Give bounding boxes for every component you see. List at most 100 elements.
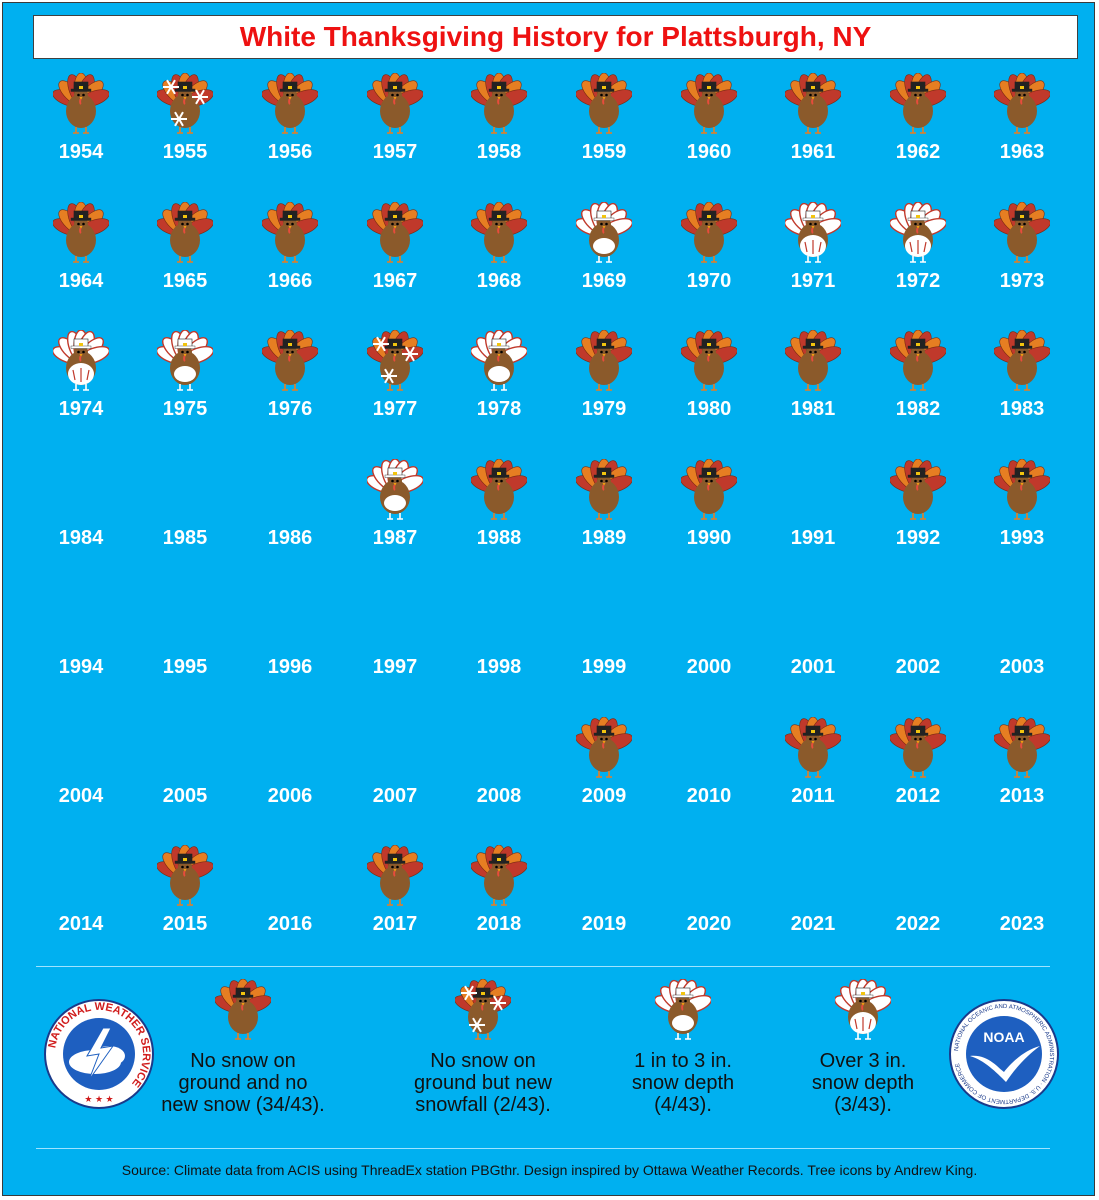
legend-label-line: snow depth <box>631 1072 735 1094</box>
year-cell: 2015 <box>133 844 237 974</box>
year-label: 1956 <box>267 141 313 163</box>
year-cell: 1994 <box>29 588 133 717</box>
year-label: 1980 <box>686 398 732 420</box>
year-label: 2014 <box>58 913 104 935</box>
year-cell: 1968 <box>447 201 551 331</box>
year-label: 1994 <box>58 656 104 678</box>
turkey-icon <box>680 329 738 394</box>
year-cell: 1990 <box>657 458 761 588</box>
turkey-icon <box>653 978 713 1043</box>
year-label: 1977 <box>372 398 418 420</box>
year-label: 2013 <box>999 785 1045 807</box>
year-cell: 1995 <box>133 588 237 717</box>
turkey-icon <box>261 329 319 394</box>
year-label: 2001 <box>790 656 836 678</box>
turkey-icon <box>784 716 842 781</box>
year-label: 2004 <box>58 785 104 807</box>
turkey-icon <box>889 458 947 523</box>
year-cell: 1991 <box>761 459 865 588</box>
year-label: 1955 <box>162 141 208 163</box>
turkey-icon <box>575 72 633 137</box>
year-cell: 1970 <box>657 201 761 331</box>
turkey-icon <box>470 72 528 137</box>
year-label: 2009 <box>581 785 627 807</box>
year-cell: 2023 <box>970 845 1074 974</box>
year-label: 1954 <box>58 141 104 163</box>
year-label: 1990 <box>686 527 732 549</box>
noaa-logo: NATIONAL OCEANIC AND ATMOSPHERIC ADMINIS… <box>948 998 1060 1110</box>
year-cell: 2000 <box>657 588 761 717</box>
year-label: 2021 <box>790 913 836 935</box>
year-label: 2015 <box>162 913 208 935</box>
year-label: 2003 <box>999 656 1045 678</box>
year-cell: 1974 <box>29 329 133 459</box>
legend-item-light: 1 in to 3 in. snow depth (4/43). <box>603 978 763 1119</box>
legend-divider-bottom <box>36 1148 1050 1149</box>
turkey-icon <box>52 201 110 266</box>
year-cell: 1984 <box>29 459 133 588</box>
turkey-icon <box>366 201 424 266</box>
nws-logo: NATIONAL WEATHER SERVICE ★ ★ ★ <box>43 998 155 1110</box>
year-label: 1995 <box>162 656 208 678</box>
turkey-icon <box>52 72 110 137</box>
legend-item-none: No snow on ground and no new snow (34/43). <box>153 978 333 1119</box>
year-cell: 2013 <box>970 716 1074 846</box>
year-label: 2020 <box>686 913 732 935</box>
turkey-icon <box>993 201 1051 266</box>
year-cell: 1955 <box>133 72 237 202</box>
turkey-icon <box>51 329 111 394</box>
year-label: 1972 <box>895 270 941 292</box>
year-label: 1996 <box>267 656 313 678</box>
year-cell: 2016 <box>238 845 342 974</box>
year-cell: 1962 <box>866 72 970 202</box>
year-label: 1967 <box>372 270 418 292</box>
turkey-icon <box>261 201 319 266</box>
year-cell: 2014 <box>29 845 133 974</box>
year-cell: 2003 <box>970 588 1074 717</box>
turkey-icon <box>454 978 512 1043</box>
turkey-icon <box>575 458 633 523</box>
year-label: 2005 <box>162 785 208 807</box>
year-cell: 2020 <box>657 845 761 974</box>
legend-label-line: 1 in to 3 in. <box>634 1050 732 1072</box>
year-cell: 1965 <box>133 201 237 331</box>
legend-label-line: snowfall (2/43). <box>415 1094 551 1116</box>
year-label: 1968 <box>476 270 522 292</box>
turkey-icon <box>575 716 633 781</box>
turkey-icon <box>784 329 842 394</box>
turkey-icon <box>993 716 1051 781</box>
turkey-icon <box>993 72 1051 137</box>
year-cell: 1958 <box>447 72 551 202</box>
year-label: 1969 <box>581 270 627 292</box>
legend-label: No snow on ground but new snowfall (2/43). <box>393 1050 573 1116</box>
year-cell: 1981 <box>761 329 865 459</box>
year-label: 1981 <box>790 398 836 420</box>
year-label: 1983 <box>999 398 1045 420</box>
year-label: 2012 <box>895 785 941 807</box>
year-label: 1991 <box>790 527 836 549</box>
turkey-icon <box>366 329 424 394</box>
turkey-icon <box>365 458 425 523</box>
turkey-icon <box>366 844 424 909</box>
year-cell: 1980 <box>657 329 761 459</box>
year-label: 1982 <box>895 398 941 420</box>
year-cell: 1978 <box>447 329 551 459</box>
year-cell: 1985 <box>133 459 237 588</box>
year-label: 1960 <box>686 141 732 163</box>
turkey-icon <box>889 716 947 781</box>
year-cell: 1999 <box>552 588 656 717</box>
year-label: 1989 <box>581 527 627 549</box>
year-cell: 1977 <box>343 329 447 459</box>
year-cell: 2006 <box>238 717 342 846</box>
year-label: 2018 <box>476 913 522 935</box>
year-label: 2006 <box>267 785 313 807</box>
year-cell: 1964 <box>29 201 133 331</box>
year-cell: 2007 <box>343 717 447 846</box>
legend-label-line: ground and no <box>178 1072 308 1094</box>
year-cell: 1976 <box>238 329 342 459</box>
turkey-icon <box>469 329 529 394</box>
legend-label: 1 in to 3 in. snow depth (4/43). <box>603 1050 763 1116</box>
legend-label-line: snow depth <box>811 1072 915 1094</box>
year-label: 1992 <box>895 527 941 549</box>
year-label: 1979 <box>581 398 627 420</box>
